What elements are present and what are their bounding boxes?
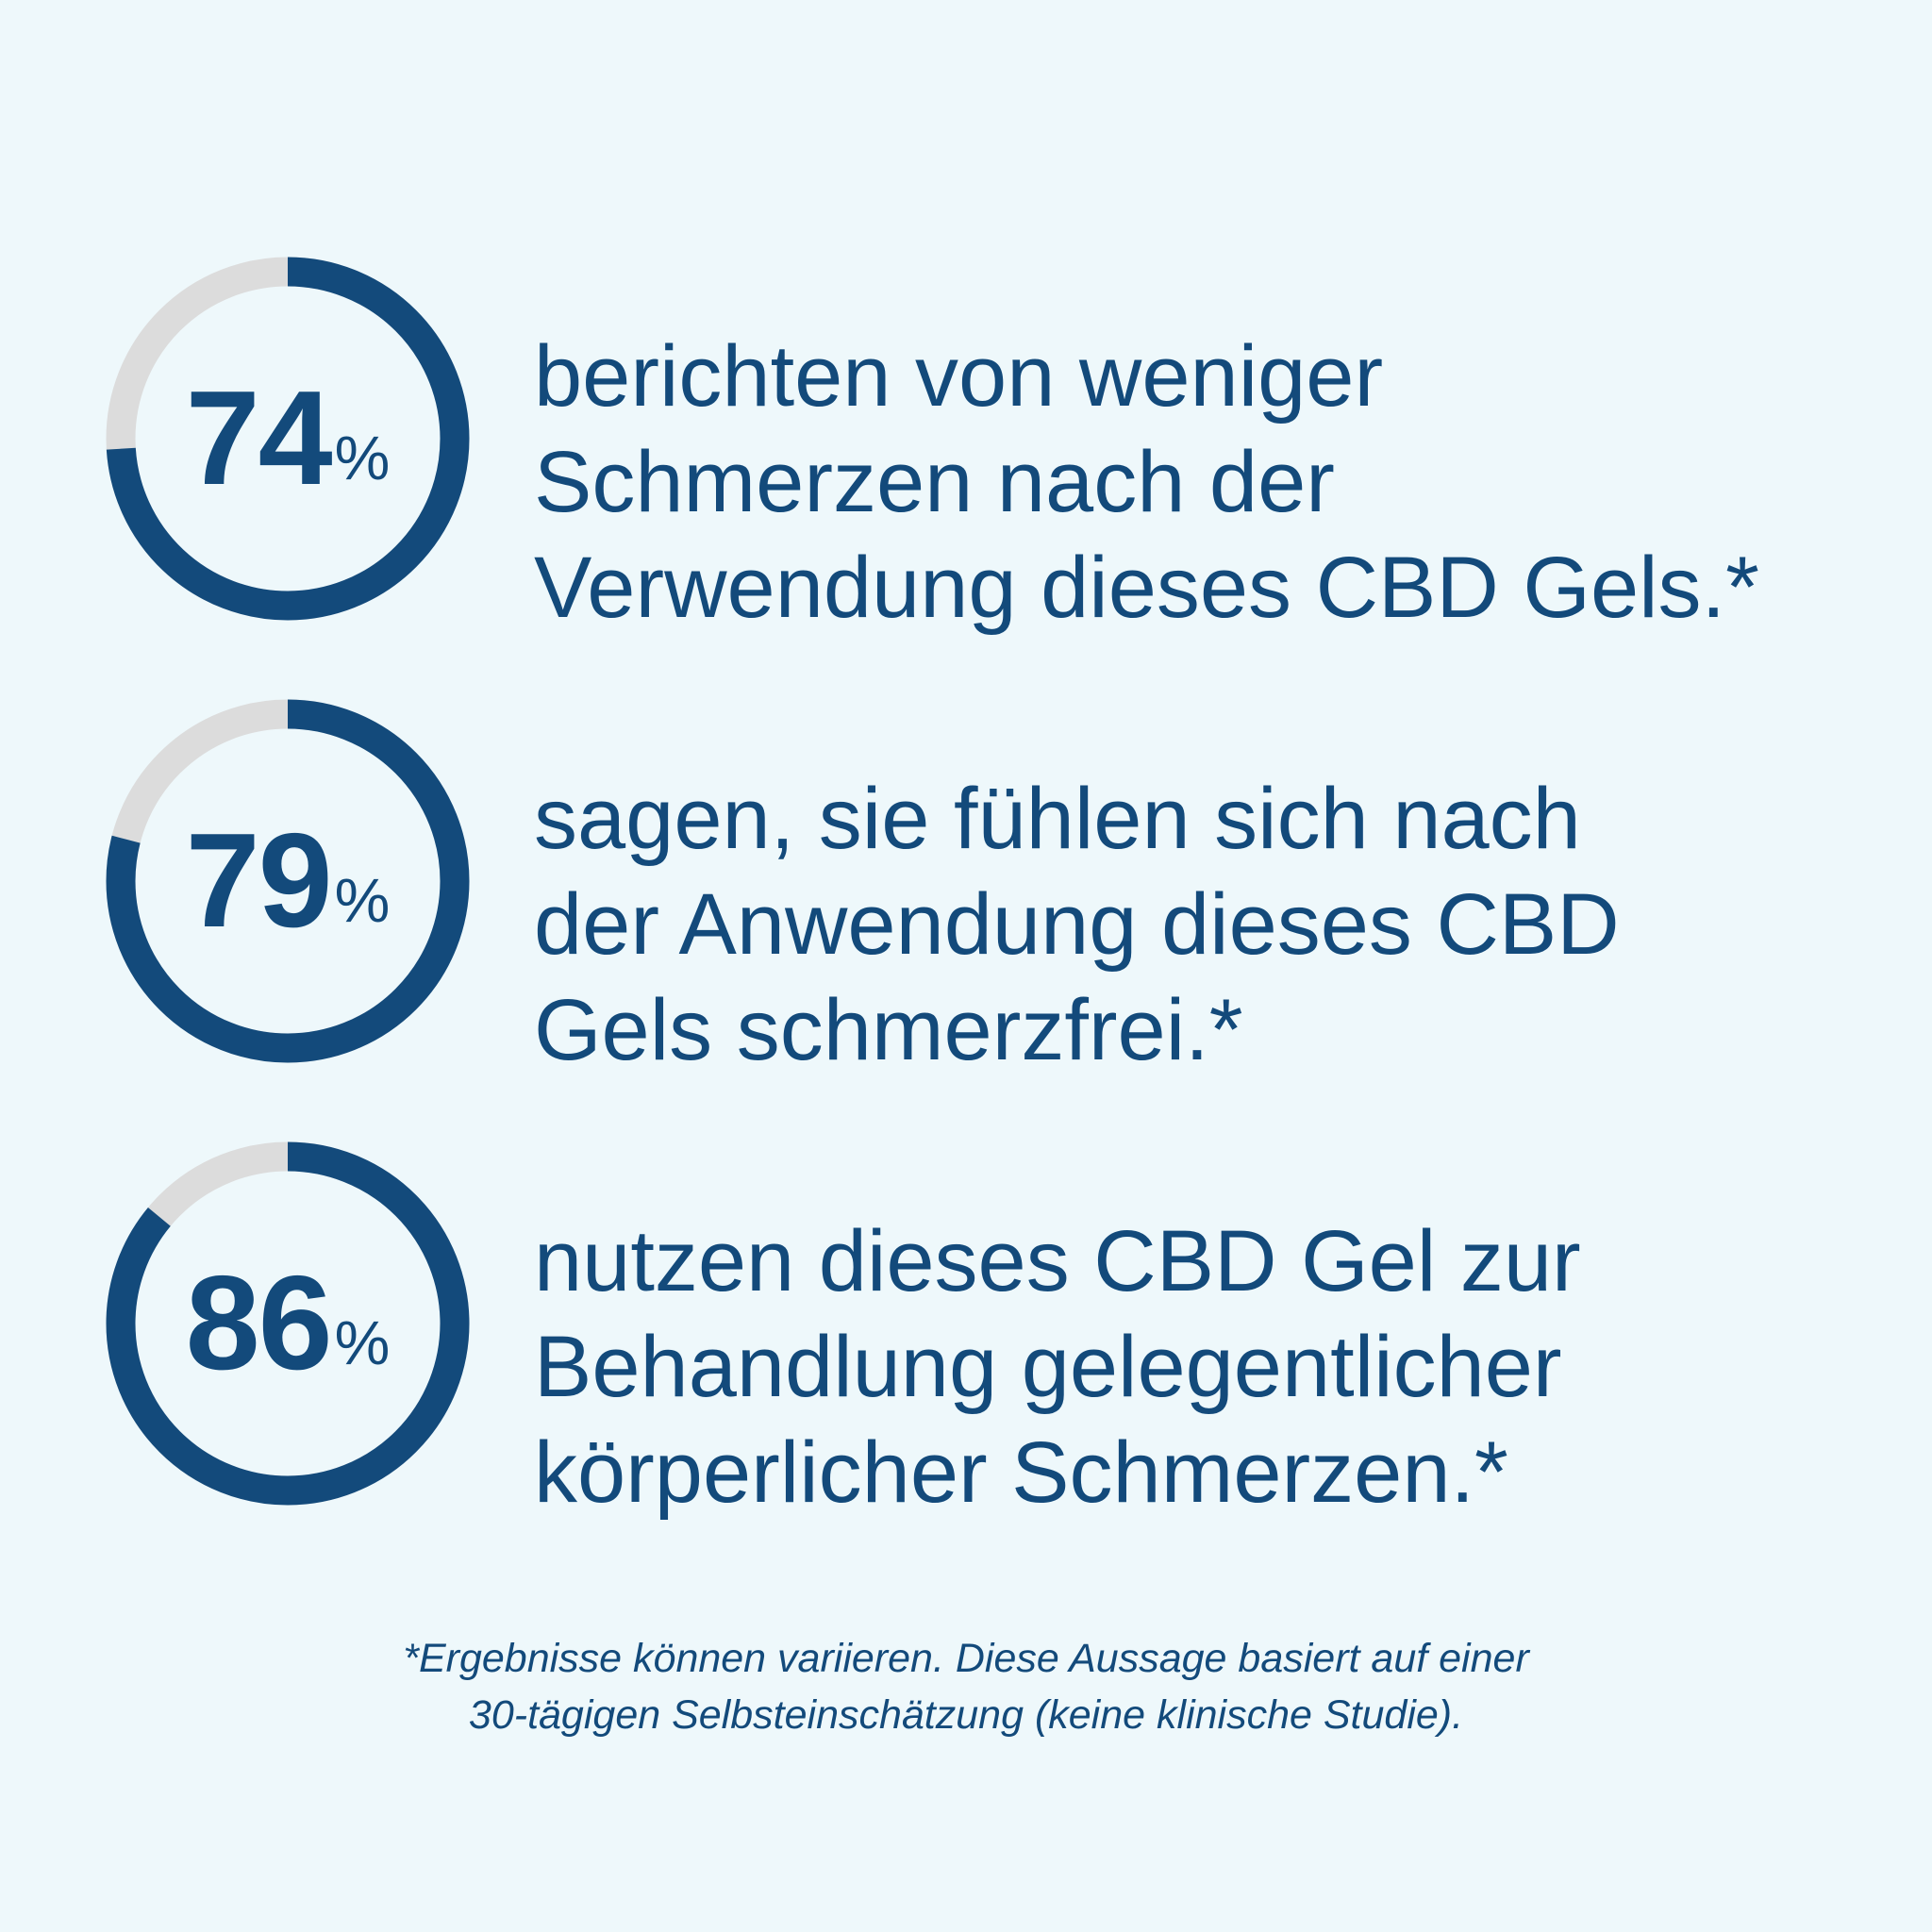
stat-description: nutzen dieses CBD Gel zur Behandlung gel… [534, 1213, 1581, 1521]
percentage-label: 79% [99, 692, 476, 1070]
footnote-line-1: *Ergebnisse können variieren. Diese Auss… [403, 1636, 1529, 1681]
progress-ring [106, 699, 470, 1063]
percentage-value: 74 [185, 363, 333, 513]
stat-row: 74% berichten von weniger Schmerzen nach … [0, 250, 1932, 636]
progress-ring [106, 1141, 470, 1506]
percent-sign: % [334, 1307, 391, 1377]
percentage-label: 74% [99, 250, 476, 627]
percent-sign: % [334, 865, 391, 935]
percentage-label: 86% [99, 1135, 476, 1512]
progress-ring [106, 257, 470, 621]
stat-description: berichten von weniger Schmerzen nach der… [534, 328, 1759, 636]
footnote-line-2: 30-tägigen Selbsteinschätzung (keine kli… [468, 1692, 1464, 1738]
percentage-value: 86 [185, 1248, 333, 1398]
percentage-value: 79 [185, 806, 333, 956]
ring-value-arc [106, 699, 470, 1063]
footnote: *Ergebnisse können variieren. Diese Auss… [0, 1630, 1932, 1743]
ring-value-arc [106, 1141, 470, 1506]
stat-row: 79% sagen, sie fühlen sich nach der Anwen… [0, 692, 1932, 1078]
stat-row: 86% nutzen dieses CBD Gel zur Behandlung … [0, 1135, 1932, 1521]
stat-description: sagen, sie fühlen sich nach der Anwendun… [534, 771, 1620, 1078]
percent-sign: % [334, 423, 391, 492]
ring-value-arc [106, 257, 470, 621]
